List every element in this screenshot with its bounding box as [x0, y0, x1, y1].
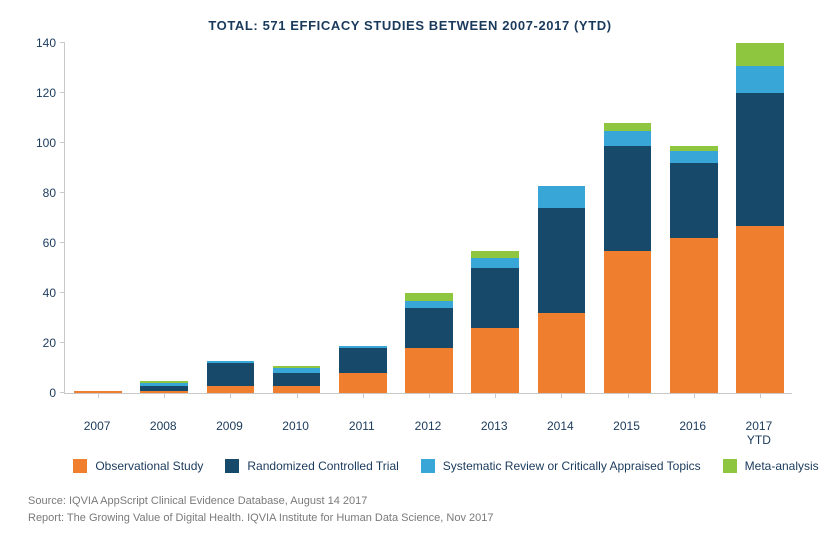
- bar-group: [538, 186, 586, 394]
- y-tick-label: 20: [28, 336, 56, 350]
- bar-group: [604, 123, 652, 393]
- x-axis-label: 2016: [679, 419, 706, 433]
- y-tick-mark: [60, 42, 65, 43]
- x-tick-mark: [363, 393, 364, 398]
- bar-segment-systematic: [670, 151, 718, 164]
- x-tick-mark: [694, 393, 695, 398]
- bar-segment-rct: [405, 308, 453, 348]
- x-axis-label: 2013: [481, 419, 508, 433]
- chart-footer: Source: IQVIA AppScript Clinical Evidenc…: [28, 493, 792, 526]
- bar-group: [140, 381, 188, 394]
- x-tick-mark: [760, 393, 761, 398]
- bar-segment-meta: [604, 123, 652, 131]
- y-tick-label: 80: [28, 186, 56, 200]
- bar-segment-observational: [405, 348, 453, 393]
- bar-segment-meta: [736, 43, 784, 66]
- legend-swatch: [73, 459, 87, 473]
- bar-segment-observational: [538, 313, 586, 393]
- y-tick-mark: [60, 92, 65, 93]
- bar-segment-systematic: [538, 186, 586, 209]
- bar-segment-observational: [670, 238, 718, 393]
- y-tick-mark: [60, 342, 65, 343]
- y-tick-label: 60: [28, 236, 56, 250]
- plot-area: [64, 43, 792, 394]
- bar-layer: [65, 43, 792, 393]
- legend-item-observational: Observational Study: [73, 459, 203, 473]
- bar-group: [471, 251, 519, 394]
- legend: Observational Study Randomized Controlled…: [64, 459, 820, 473]
- x-tick-mark: [297, 393, 298, 398]
- x-tick-mark: [561, 393, 562, 398]
- bar-segment-rct: [670, 163, 718, 238]
- x-axis-label: 2008: [150, 419, 177, 433]
- x-axis-label: 2015: [613, 419, 640, 433]
- legend-label: Meta-analysis: [745, 459, 819, 473]
- bar-segment-rct: [339, 348, 387, 373]
- bar-segment-observational: [736, 226, 784, 394]
- bar-segment-observational: [273, 386, 321, 394]
- legend-item-meta: Meta-analysis: [723, 459, 819, 473]
- chart-area: 020406080100120140: [28, 43, 792, 413]
- bar-segment-systematic: [736, 66, 784, 94]
- x-axis-label: 2007: [84, 419, 111, 433]
- y-tick-mark: [60, 392, 65, 393]
- legend-swatch: [225, 459, 239, 473]
- legend-label: Randomized Controlled Trial: [247, 459, 398, 473]
- x-tick-mark: [495, 393, 496, 398]
- legend-label: Observational Study: [95, 459, 203, 473]
- legend-item-rct: Randomized Controlled Trial: [225, 459, 398, 473]
- bar-segment-rct: [604, 146, 652, 251]
- bar-segment-meta: [471, 251, 519, 259]
- x-axis-label: 2009: [216, 419, 243, 433]
- footer-source: Source: IQVIA AppScript Clinical Evidenc…: [28, 493, 792, 510]
- bar-segment-rct: [471, 268, 519, 328]
- y-tick-mark: [60, 292, 65, 293]
- x-tick-mark: [628, 393, 629, 398]
- y-axis: 020406080100120140: [28, 43, 64, 393]
- legend-label: Systematic Review or Critically Appraise…: [443, 459, 701, 473]
- bar-segment-observational: [604, 251, 652, 394]
- footer-report: Report: The Growing Value of Digital Hea…: [28, 510, 792, 527]
- bar-group: [736, 43, 784, 393]
- bar-group: [207, 361, 255, 394]
- bar-segment-systematic: [471, 258, 519, 268]
- x-axis-label: 2014: [547, 419, 574, 433]
- bar-group: [273, 366, 321, 394]
- bar-segment-meta: [405, 293, 453, 301]
- y-tick-mark: [60, 192, 65, 193]
- y-tick-label: 120: [28, 86, 56, 100]
- bar-segment-observational: [207, 386, 255, 394]
- bar-segment-observational: [339, 373, 387, 393]
- bar-segment-observational: [471, 328, 519, 393]
- legend-item-systematic: Systematic Review or Critically Appraise…: [421, 459, 701, 473]
- x-tick-mark: [230, 393, 231, 398]
- y-tick-label: 40: [28, 286, 56, 300]
- x-axis-label: 2017 YTD: [746, 419, 773, 448]
- x-axis-label: 2010: [282, 419, 309, 433]
- y-tick-label: 0: [28, 386, 56, 400]
- y-tick-mark: [60, 242, 65, 243]
- bar-group: [405, 293, 453, 393]
- bar-segment-systematic: [604, 131, 652, 146]
- y-tick-label: 140: [28, 36, 56, 50]
- bar-segment-rct: [207, 363, 255, 386]
- x-axis-label: 2012: [415, 419, 442, 433]
- legend-swatch: [723, 459, 737, 473]
- x-tick-mark: [164, 393, 165, 398]
- chart-title: TOTAL: 571 EFFICACY STUDIES BETWEEN 2007…: [28, 18, 792, 33]
- bar-segment-rct: [273, 373, 321, 386]
- x-tick-mark: [429, 393, 430, 398]
- bar-segment-systematic: [405, 301, 453, 309]
- bar-group: [339, 346, 387, 394]
- bar-segment-rct: [736, 93, 784, 226]
- x-tick-mark: [98, 393, 99, 398]
- x-axis-labels: 2007 2008 2009 2010 2011 2012 2013 2014 2015 2016…: [64, 413, 820, 453]
- bar-group: [670, 146, 718, 394]
- y-tick-mark: [60, 142, 65, 143]
- legend-swatch: [421, 459, 435, 473]
- x-axis-label: 2011: [349, 419, 375, 433]
- chart-container: TOTAL: 571 EFFICACY STUDIES BETWEEN 2007…: [0, 0, 820, 545]
- y-tick-label: 100: [28, 136, 56, 150]
- bar-segment-rct: [538, 208, 586, 313]
